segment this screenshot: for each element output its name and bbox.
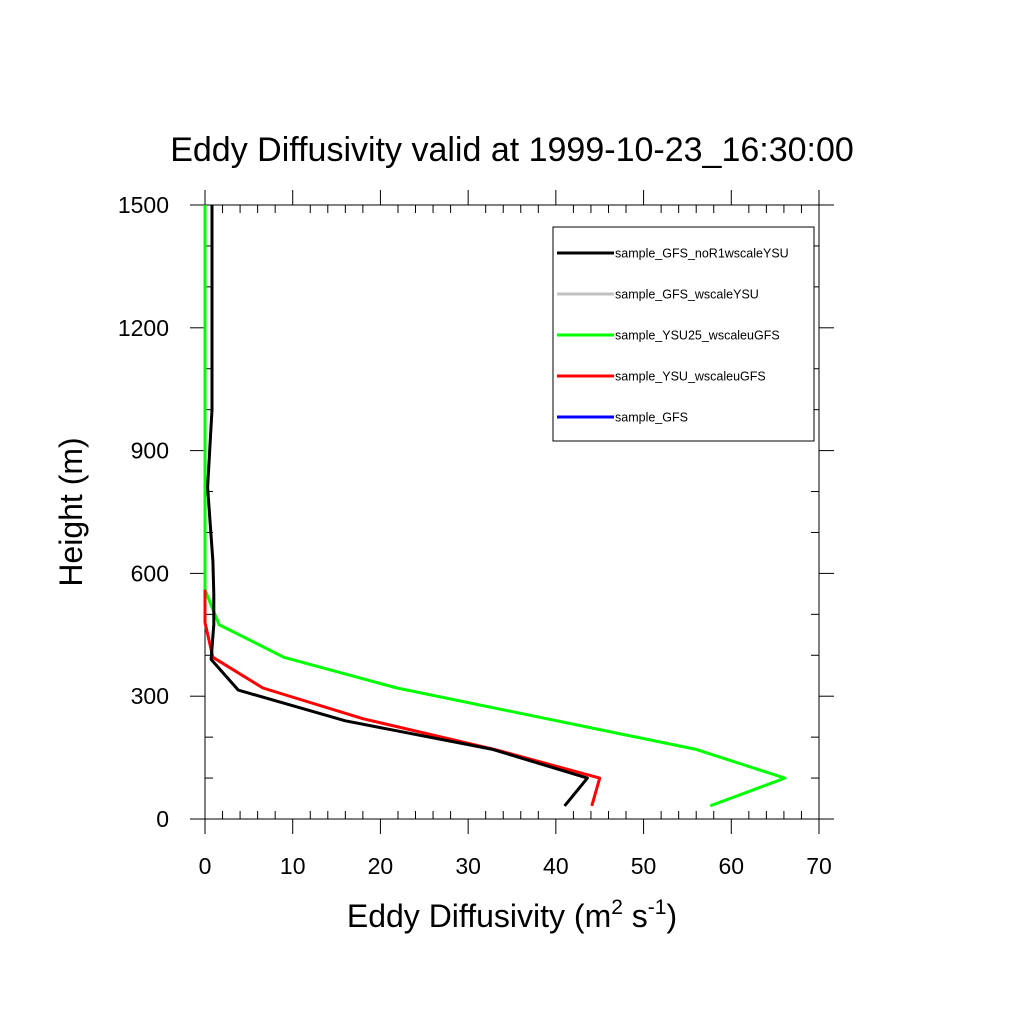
legend-items: sample_GFS_noR1wscaleYSU sample_GFS_wscal…: [557, 247, 789, 425]
legend-label: sample_YSU_wscaleuGFS: [615, 370, 766, 384]
y-tick-label: 1500: [118, 192, 169, 218]
x-tick-label: 40: [543, 853, 569, 879]
y-tick-label: 600: [131, 560, 169, 586]
legend-label: sample_GFS: [615, 411, 688, 425]
legend-item: sample_YSU25_wscaleuGFS: [557, 329, 780, 343]
legend: sample_GFS_noR1wscaleYSU sample_GFS_wscal…: [552, 226, 815, 442]
legend-label: sample_GFS_wscaleYSU: [615, 288, 759, 302]
x-tick-label: 20: [368, 853, 394, 879]
legend-label: sample_YSU25_wscaleuGFS: [615, 329, 780, 343]
legend-item: sample_YSU_wscaleuGFS: [557, 370, 766, 384]
x-tick-label: 50: [631, 853, 657, 879]
legend-label: sample_GFS_noR1wscaleYSU: [615, 247, 789, 261]
series-line: [203, 205, 787, 808]
y-tick-label: 300: [131, 683, 169, 709]
y-tick-label: 0: [156, 806, 169, 832]
y-tick-label: 900: [131, 438, 169, 464]
x-axis-title-main: Eddy Diffusivity (m: [347, 898, 611, 934]
x-axis-title: Eddy Diffusivity (m2 s-1): [347, 896, 677, 934]
y-tick-label: 1200: [118, 315, 169, 341]
x-tick-label: 30: [455, 853, 481, 879]
axes: 0 10 20 30 40 50 60 70 0 300 600 900 1200 1500: [118, 190, 834, 879]
series-lines: [203, 205, 787, 808]
x-axis-title-sup1: 2: [611, 896, 623, 919]
x-axis-title-sup2: -1: [648, 896, 667, 919]
x-axis-title-mid: s: [623, 898, 648, 934]
y-axis-title: Height (m): [53, 437, 89, 586]
series-line: [206, 205, 589, 807]
legend-item: sample_GFS: [557, 411, 688, 425]
chart-title: Eddy Diffusivity valid at 1999-10-23_16:…: [170, 131, 854, 169]
x-tick-label: 10: [280, 853, 306, 879]
x-tick-label: 70: [806, 853, 832, 879]
series-line: [203, 589, 602, 807]
x-axis-title-end: ): [666, 898, 677, 934]
legend-item: sample_GFS_wscaleYSU: [557, 288, 759, 302]
x-tick-label: 60: [718, 853, 744, 879]
legend-item: sample_GFS_noR1wscaleYSU: [557, 247, 789, 261]
x-tick-label: 0: [199, 853, 212, 879]
